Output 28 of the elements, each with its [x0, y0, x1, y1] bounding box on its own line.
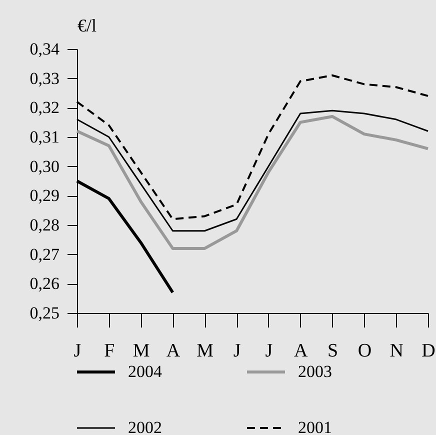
x-tick-label: F [104, 340, 115, 362]
x-tick-label: A [166, 340, 180, 362]
y-tick-label: 0,29 [30, 186, 60, 206]
line-series [76, 114, 430, 250]
x-tick-label: J [233, 340, 241, 362]
y-tick-label: 0,31 [30, 128, 60, 146]
y-tick-label: 0,34 [30, 40, 60, 58]
x-tick-label: J [265, 340, 273, 362]
x-tick-label: O [358, 340, 372, 362]
legend-label: 2004 [128, 362, 162, 381]
legend-label: 2003 [298, 362, 332, 381]
x-tick-label: A [294, 340, 308, 362]
legend-label: 2002 [128, 418, 162, 435]
x-tick-label: M [132, 340, 150, 362]
y-tick-label: 0,25 [30, 304, 60, 322]
y-tick-label: 0,28 [30, 216, 60, 234]
x-tick-label: M [196, 340, 214, 362]
x-tick-label: N [390, 340, 404, 362]
y-tick-label: 0,27 [30, 244, 60, 264]
legend-label: 2001 [298, 418, 332, 435]
y-tick-label: 0,26 [30, 274, 60, 294]
y-tick-label: 0,33 [30, 68, 60, 88]
x-tick-label: S [327, 340, 338, 362]
y-tick-label: 0,30 [30, 156, 60, 176]
y-axis-title: €/l [78, 16, 97, 36]
x-tick-label: J [74, 340, 82, 362]
x-tick-label: D [422, 340, 436, 362]
y-tick-label: 0,32 [30, 98, 60, 118]
